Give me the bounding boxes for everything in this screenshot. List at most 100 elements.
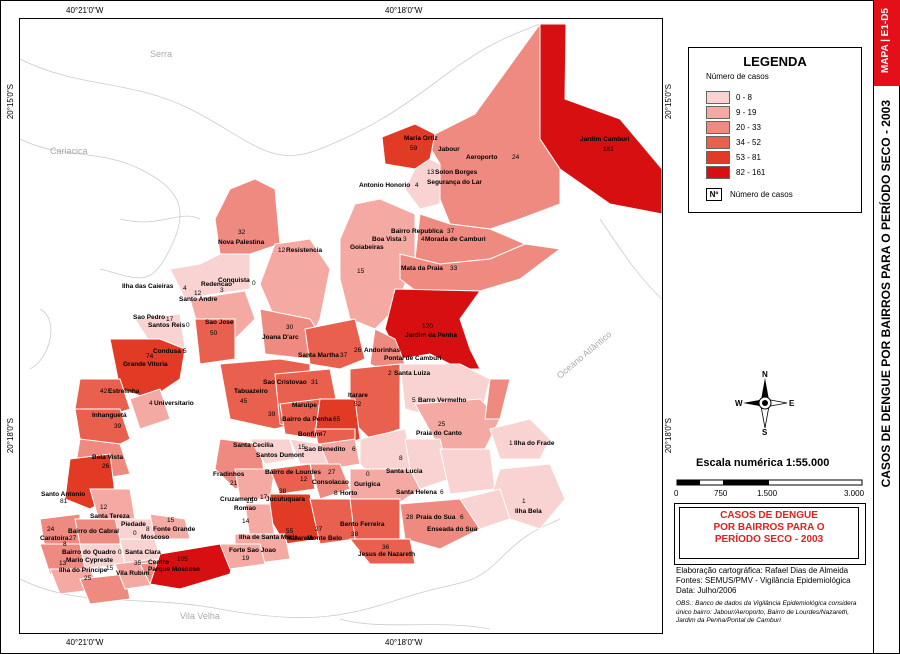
coord-left-top: 20°15'0"S [6,84,15,120]
nb-cases: 31 [311,379,319,386]
nb-cases: 5 [412,397,416,404]
nb-name: Jucutuquara [266,496,305,503]
nb-name: Bairro da Penha [282,416,332,423]
nb-cases: 28 [406,514,414,521]
nb-cases: 12 [194,290,202,297]
coord-top-right: 40°18'0"W [385,6,423,15]
label-cariacica: Cariacica [50,146,88,156]
nb-name: Redencao [201,281,232,288]
nb-cases: 8 [399,455,403,462]
nb-cases: 6 [460,514,464,521]
nb-name: Fonte Grande [153,526,196,533]
nb-cases: 15 [167,517,175,524]
nb-name: Maria Ortiz [404,135,438,142]
nb-cases: 13 [59,560,67,567]
nb-cases: 12 [278,247,286,254]
nb-cases: 6 [352,446,356,453]
nb-name: Sao Pedro [133,314,165,321]
nb-cases: 15 [246,498,254,505]
nb-name: Santa Cecilia [233,442,274,449]
nb-name: Solon Borges [435,169,478,176]
nb-cases: 24 [512,154,520,161]
legend-swatch [706,91,730,104]
legend-item: 53 - 81 [706,151,761,164]
legend-symbol: Nº Número de casos [706,188,793,201]
nb-name: Maruipe [292,402,317,409]
legend-swatch [706,121,730,134]
nb-name: Bairro de Lourdes [265,469,321,476]
nb-cases: 4 [415,182,419,189]
nb-name: Santos Reis [148,322,186,329]
title-box: CASOS DE DENGUE POR BAIRROS PARA O PERÍO… [674,503,866,565]
nb-name: Vila Rubim [116,570,150,577]
nb-cases: 74 [146,353,154,360]
nb-name: Ilha Bela [515,508,542,515]
nb-name: Jabour [438,146,460,153]
nb-cases: 52 [354,401,362,408]
nb-cases: 26 [102,463,110,470]
scale-tick: 750 [714,489,728,498]
nb-cases: 0 [133,530,137,537]
legend-item: 34 - 52 [706,136,761,149]
label-serra: Serra [150,49,172,59]
nb-cases: 0 [366,471,370,478]
legend-swatch [706,151,730,164]
mainland-outlines [20,23,662,630]
nb-cases: 50 [210,330,218,337]
nb-name: Condusa [153,348,181,355]
nb-name: Jardim Camburi [580,136,630,143]
legend-item: 20 - 33 [706,121,761,134]
nb-name: Cruzamento [220,496,258,503]
coord-left-bottom: 20°18'0"S [6,418,15,454]
nb-cases: 4 [421,236,425,243]
nb-cases: 37 [447,228,455,235]
nb-name: Boa Vista [372,236,402,243]
choropleth-map: Serra Cariacica Vila Velha Oceano Atlânt… [20,19,662,633]
nb-name: Aeroporto [466,154,497,161]
nb-cases: 4 [149,400,153,407]
scale-title: Escala numérica 1:55.000 [696,457,830,469]
nb-name: Pontal de Camburi [384,355,442,362]
nb-name: Mata da Praia [401,265,443,272]
legend-swatch [706,166,730,179]
nb-name: Bairro do Quadro [62,549,116,556]
nb-cases: 0 [186,322,190,329]
nb-cases: 81 [60,498,68,505]
nb-cases: 17 [260,494,268,501]
nb-name: Inhanguetá [92,412,127,419]
nb-name: Santo Antonio [41,491,85,498]
coord-top-left: 40°21'0"W [66,6,104,15]
vertical-title-bar: MAPA | E1-D5 CASOS DE DENGUE POR BAIRROS… [873,0,900,654]
nb-cases: 30 [286,324,294,331]
nb-cases: 17 [166,316,174,323]
nb-name: Santa Clara [125,549,161,556]
nb-cases: 59 [410,145,418,152]
nb-name: Joana D'arc [262,334,299,341]
nb-cases: 14 [242,518,250,525]
nb-cases: 21 [230,480,238,487]
legend-swatch [706,136,730,149]
nb-cases: 27 [69,535,77,542]
nb-name: Mario Cypreste [66,557,113,564]
nb-cases: 120 [422,323,433,330]
map-id-badge [874,0,900,86]
nb-name: Antonio Honorio [359,182,410,189]
nb-name: Bento Ferreira [340,521,385,528]
nb-cases: 8 [63,541,67,548]
nb-name: Consolacao [312,479,349,486]
nb-cases: 19 [242,555,250,562]
legend: LEGENDA Número de casos 0 - 8 9 - 19 20 … [688,47,862,213]
nb-cases: 12 [300,476,308,483]
nb-cases: 3 [403,236,407,243]
nb-cases: 1 [522,498,526,505]
nb-name: Ilha de Santa Maria [239,534,298,541]
nb-name: Moscoso [141,534,169,541]
nb-name: Centro [148,559,169,566]
nb-name: Ilha do Principe [59,567,108,574]
nb-name: Bairro do Cabral [68,528,119,535]
side-title: CASOS DE DENGUE POR BAIRROS PARA O PERÍO… [879,100,893,488]
nb-cases: 15 [357,268,365,275]
neighborhood-labels: Maria Ortiz 59 Jabour Aeroporto 24 Jardi… [40,135,630,582]
nb-cases: 35 [134,560,142,567]
nb-cases: 39 [268,411,276,418]
